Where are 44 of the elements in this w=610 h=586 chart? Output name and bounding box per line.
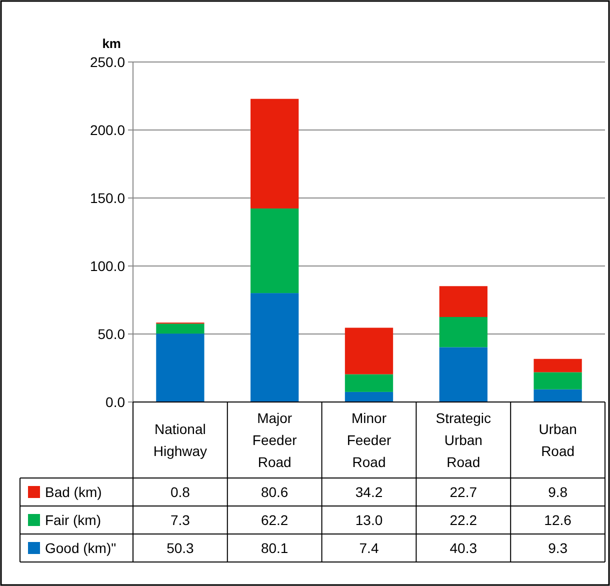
data-label: 50.3 xyxy=(166,540,194,556)
bar xyxy=(344,392,394,402)
bar xyxy=(439,347,488,402)
y-axis-title: km xyxy=(102,36,121,51)
x-tick-label: National Highway xyxy=(153,420,208,459)
bar xyxy=(250,293,299,402)
data-label: 9.8 xyxy=(548,484,568,500)
y-tick-label: 150.0 xyxy=(90,190,126,206)
bar xyxy=(439,317,488,348)
data-label: 40.3 xyxy=(450,540,478,556)
bar xyxy=(344,374,394,392)
bar xyxy=(534,389,582,402)
bar xyxy=(156,334,204,402)
bar xyxy=(534,372,582,390)
bar xyxy=(250,98,299,208)
data-label: 9.3 xyxy=(548,540,568,556)
y-tick-label: 250.0 xyxy=(90,54,126,70)
x-tick-label: Strategic Urban Road xyxy=(436,410,492,470)
data-label: 80.6 xyxy=(260,484,288,500)
data-label: 7.3 xyxy=(170,512,190,528)
data-label: 7.4 xyxy=(359,540,379,556)
y-tick-label: 50.0 xyxy=(98,326,126,342)
y-tick-label: 0.0 xyxy=(106,394,126,410)
legend-label: Good (km)" xyxy=(45,540,116,556)
bar xyxy=(344,328,394,374)
data-label: 62.2 xyxy=(260,512,288,528)
y-tick-label: 100.0 xyxy=(90,258,126,274)
legend-label: Bad (km) xyxy=(45,484,102,500)
bar xyxy=(156,324,204,334)
y-tick-label: 200.0 xyxy=(90,122,126,138)
x-tick-label: Minor Feeder Road xyxy=(346,410,392,470)
data-label: 0.8 xyxy=(170,484,190,500)
data-label: 13.0 xyxy=(355,512,383,528)
data-label: 34.2 xyxy=(355,484,383,500)
bar xyxy=(439,286,488,317)
x-tick-label: Urban Road xyxy=(538,420,577,459)
bar xyxy=(534,358,582,372)
bar xyxy=(250,208,299,294)
data-label: 22.7 xyxy=(450,484,478,500)
x-tick-label: Major Feeder Road xyxy=(252,410,298,470)
data-label: 22.2 xyxy=(450,512,478,528)
legend-label: Fair (km) xyxy=(45,512,101,528)
data-label: 80.1 xyxy=(260,540,288,556)
data-label: 12.6 xyxy=(544,512,572,528)
